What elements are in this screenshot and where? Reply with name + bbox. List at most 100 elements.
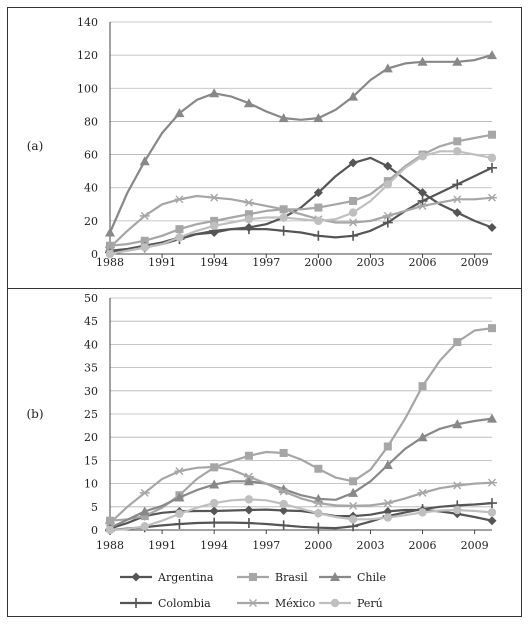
data-point xyxy=(382,211,393,220)
data-point xyxy=(349,477,358,486)
data-point xyxy=(453,137,462,146)
y-tick-label: 0 xyxy=(91,524,98,537)
data-point xyxy=(279,506,289,516)
data-point xyxy=(452,419,463,429)
data-point xyxy=(382,460,393,470)
data-point xyxy=(106,516,114,525)
data-point xyxy=(243,518,254,529)
data-point xyxy=(210,216,219,225)
data-point xyxy=(349,196,358,205)
legend-item-brasil: Brasil xyxy=(237,571,308,584)
data-point xyxy=(314,203,323,212)
data-point xyxy=(278,205,289,214)
data-point xyxy=(487,498,497,509)
y-tick-label: 5 xyxy=(91,501,98,514)
data-point xyxy=(348,501,359,510)
x-tick-label: 2009 xyxy=(461,256,489,269)
data-point xyxy=(488,324,496,333)
data-point xyxy=(244,215,254,224)
data-point xyxy=(105,525,115,535)
data-point xyxy=(487,508,497,517)
data-point xyxy=(348,218,359,227)
series-mexico xyxy=(105,193,497,252)
y-tick-label: 50 xyxy=(84,292,98,305)
data-point xyxy=(487,153,497,163)
data-point xyxy=(487,478,497,487)
data-point xyxy=(452,208,462,218)
data-point xyxy=(209,88,220,98)
data-point xyxy=(279,213,288,222)
data-point xyxy=(382,499,393,508)
data-point xyxy=(417,488,428,497)
data-point xyxy=(139,506,150,516)
legend: Argentina Brasil Chile Colombia México Perú xyxy=(120,571,386,610)
legend-label: Argentina xyxy=(157,571,214,584)
series-line xyxy=(109,417,493,529)
legend-marker xyxy=(330,572,340,581)
data-point xyxy=(452,179,463,190)
y-tick-label: 120 xyxy=(77,49,98,62)
y-tick-label: 20 xyxy=(84,215,98,228)
series-peru xyxy=(105,495,497,535)
data-point xyxy=(105,519,115,528)
x-tick-label: 1997 xyxy=(252,256,280,269)
data-point xyxy=(383,513,393,522)
data-point xyxy=(487,413,497,423)
data-point xyxy=(105,249,115,259)
x-tick-label: 1991 xyxy=(148,256,176,269)
data-point xyxy=(382,217,393,228)
data-point xyxy=(417,56,428,66)
panel-label: (a) xyxy=(27,139,44,153)
panel-b: 0 5 10 15 20 25 30 35 40 45 50 1988 1991 1994 1997 2000… xyxy=(26,292,497,552)
y-tick-label: 100 xyxy=(77,82,98,95)
data-point xyxy=(106,241,114,250)
data-point xyxy=(348,91,359,101)
x-tick-label: 1988 xyxy=(96,256,124,269)
data-point xyxy=(418,188,428,198)
data-point xyxy=(209,193,220,202)
data-point xyxy=(383,180,393,189)
data-point xyxy=(244,505,254,515)
data-point xyxy=(140,236,149,245)
data-point xyxy=(313,522,324,533)
legend-label: Chile xyxy=(357,571,386,584)
x-tick-label: 2003 xyxy=(356,539,384,552)
data-point xyxy=(314,464,323,473)
data-point xyxy=(209,462,220,471)
series-line xyxy=(109,465,493,524)
legend-label: Perú xyxy=(357,597,383,610)
data-point xyxy=(348,158,358,168)
data-point xyxy=(244,210,253,219)
x-tick-label: 2009 xyxy=(461,539,489,552)
x-tick-label: 1991 xyxy=(148,539,176,552)
legend-item-mexico: México xyxy=(237,597,316,610)
y-tick-label: 80 xyxy=(84,115,98,128)
data-point xyxy=(417,195,428,206)
series-mexico xyxy=(105,462,497,528)
series-line xyxy=(109,133,493,247)
data-point xyxy=(278,225,289,236)
data-point xyxy=(452,195,463,204)
data-point xyxy=(174,108,185,118)
x-tick-label: 1988 xyxy=(96,539,124,552)
data-point xyxy=(279,499,288,509)
data-point xyxy=(487,162,497,173)
data-point xyxy=(453,505,462,515)
data-point xyxy=(314,216,323,226)
data-point xyxy=(175,233,184,242)
data-point xyxy=(313,113,324,123)
y-tick-label: 40 xyxy=(84,182,98,195)
legend-marker xyxy=(249,573,257,581)
data-point xyxy=(313,230,324,241)
x-tick-label: 2000 xyxy=(304,539,332,552)
data-point xyxy=(383,161,393,171)
data-point xyxy=(418,152,427,161)
data-point xyxy=(243,476,254,486)
data-point xyxy=(243,224,254,235)
data-point xyxy=(278,113,289,123)
data-point xyxy=(313,499,324,508)
series-line xyxy=(109,194,493,249)
data-point xyxy=(314,509,323,518)
data-point xyxy=(278,520,289,531)
data-point xyxy=(105,227,115,237)
